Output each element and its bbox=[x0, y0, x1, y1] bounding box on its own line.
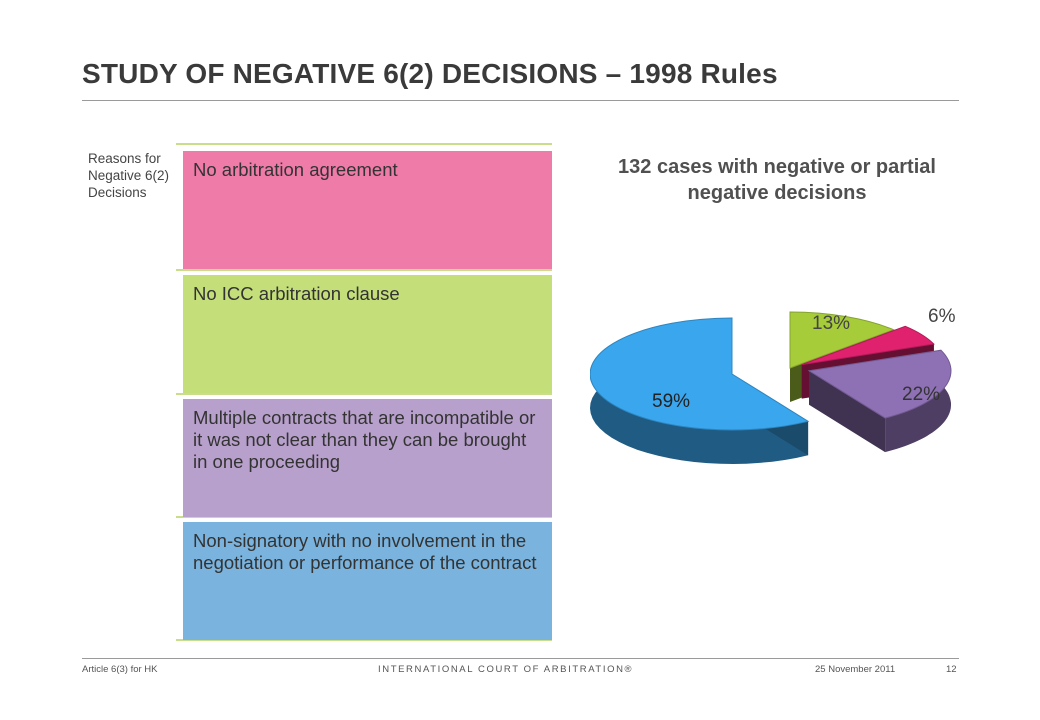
pie-slice-2 bbox=[807, 349, 952, 419]
table-rule-bottom bbox=[176, 639, 552, 641]
pie-slice-label: 6% bbox=[928, 306, 956, 327]
reason-non-signatory: Non-signatory with no involvement in the… bbox=[183, 522, 552, 640]
pie-slice-cut-face bbox=[809, 370, 886, 453]
reasons-side-label: Reasons for Negative 6(2) Decisions bbox=[88, 151, 170, 200]
reason-no-icc-clause: No ICC arbitration clause bbox=[183, 275, 552, 393]
pie-slice-side bbox=[885, 350, 951, 453]
pie-slice-1 bbox=[801, 325, 935, 366]
pie-slice-3 bbox=[590, 317, 810, 431]
footer-divider bbox=[82, 658, 959, 659]
pie-chart: 13% 6% 22% 59% bbox=[590, 306, 956, 464]
pie-slice-label: 13% bbox=[812, 313, 850, 334]
table-rule-top bbox=[176, 143, 552, 145]
footer-document-name: Article 6(3) for HK bbox=[82, 664, 158, 675]
chart-title: 132 cases with negative or partial negat… bbox=[618, 156, 936, 204]
reason-multiple-contracts: Multiple contracts that are incompatible… bbox=[183, 399, 552, 517]
table-rule bbox=[176, 393, 552, 395]
pie-slice-0 bbox=[789, 311, 895, 369]
footer-organization: INTERNATIONAL COURT OF ARBITRATION® bbox=[378, 664, 634, 675]
reason-no-arbitration-agreement: No arbitration agreement bbox=[183, 151, 552, 269]
table-rule bbox=[176, 516, 552, 518]
table-rule bbox=[176, 269, 552, 271]
pie-slice-label: 59% bbox=[652, 391, 690, 412]
page-title: STUDY OF NEGATIVE 6(2) DECISIONS – 1998 … bbox=[82, 58, 778, 89]
pie-slice-label: 22% bbox=[902, 384, 940, 405]
footer-date: 25 November 2011 bbox=[815, 664, 896, 675]
title-divider bbox=[82, 100, 959, 101]
footer-page-number: 12 bbox=[946, 664, 957, 675]
